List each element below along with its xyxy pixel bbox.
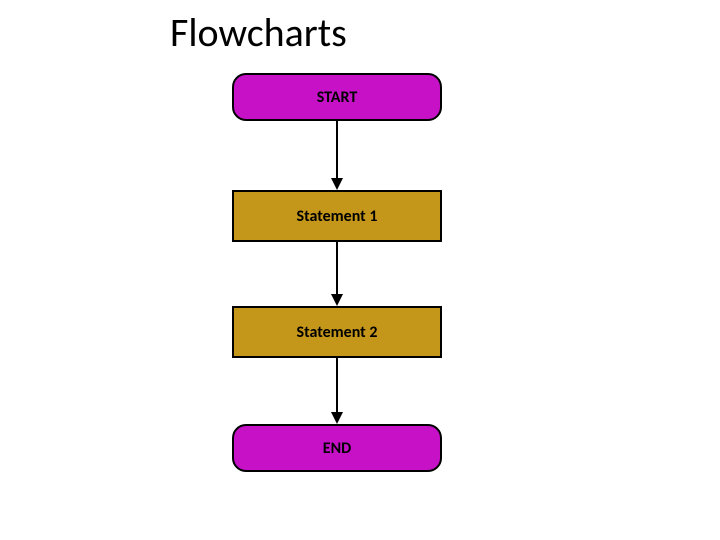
flow-edge-s2-end [0,0,720,540]
arrowhead-icon [331,412,343,424]
